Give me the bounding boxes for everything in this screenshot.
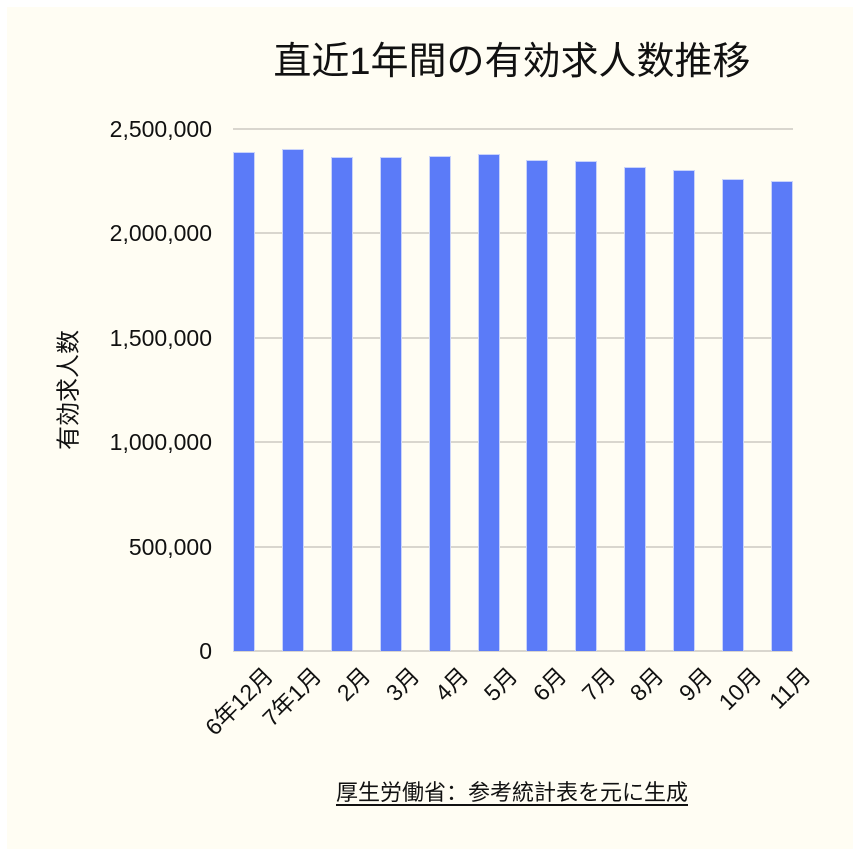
bar [477,153,500,651]
y-tick-label: 2,500,000 [109,116,212,142]
bar [233,151,255,651]
y-tick-label: 0 [199,638,212,664]
gridline [233,336,793,339]
gridline [233,128,793,130]
bar [281,148,304,651]
bars [233,129,793,651]
x-tick-label: 4月 [429,662,474,706]
x-tick-label: 6年12月 [199,662,278,741]
bar [379,156,402,651]
y-tick-label: 500,000 [128,533,212,560]
bar [624,166,647,651]
x-tick-label: 8月 [625,662,669,706]
x-tick-label: 11月 [764,662,816,714]
x-tick-label: 3月 [380,662,425,706]
bar [770,180,793,651]
gridline [233,545,793,548]
gridline [233,441,793,444]
bar [428,155,451,651]
gridlines [233,128,793,652]
x-tick-label: 6月 [527,662,572,706]
y-tick-label: 2,000,000 [109,220,212,247]
x-tick-label: 10月 [714,662,767,716]
chart-title: 直近1年間の有効求人数推移 [273,41,751,83]
bar [526,159,549,651]
x-tick-label: 2月 [331,662,376,706]
x-tick-label: 5月 [478,662,523,706]
x-tick-label: 9月 [674,662,718,706]
bar [673,169,696,651]
chart-panel: 直近1年間の有効求人数推移 有効求人数 0 500,000 1,000,000 1,5… [7,7,853,849]
plot-area [233,128,793,652]
bar [330,157,353,651]
bar [722,178,745,651]
x-tick-label: 7月 [576,662,621,706]
gridline [233,232,793,235]
bar [575,161,598,651]
y-tick-label: 1,500,000 [109,324,212,351]
source-note: 厚生労働省：参考統計表を元に生成 [335,780,688,805]
gridline [233,650,793,652]
y-tick-label: 1,000,000 [109,429,212,456]
